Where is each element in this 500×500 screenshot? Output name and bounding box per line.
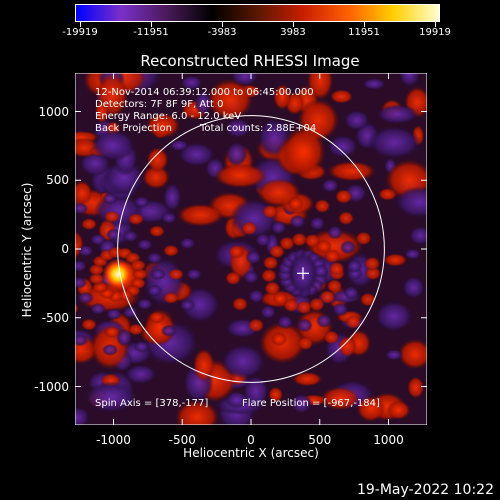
colorbar-tick xyxy=(293,22,294,27)
x-tick-label: -1000 xyxy=(96,433,131,447)
colorbar-tick xyxy=(435,22,436,27)
x-tick-label: 500 xyxy=(308,433,332,447)
colorbar-tick-label: -11951 xyxy=(133,27,169,38)
time-range-label: 12-Nov-2014 06:39:12.000 to 06:45:00.000 xyxy=(95,87,314,98)
flare-position-label: Flare Position = [-967,-184] xyxy=(242,398,380,409)
method-label: Back Projection xyxy=(95,123,172,134)
y-tick-label: -1000 xyxy=(34,379,69,394)
image-title: Reconstructed RHESSI Image xyxy=(140,52,360,70)
x-tick-label: -500 xyxy=(168,433,196,447)
axis-tick-marks xyxy=(75,73,427,425)
total-counts-label: Total counts: 2.88E+04 xyxy=(200,123,317,134)
colorbar-tick-label: 19919 xyxy=(419,27,451,38)
colorbar-tick-label: 3983 xyxy=(280,27,306,38)
rhessi-image-plot xyxy=(75,73,427,425)
spin-axis-label: Spin Axis = [378,-177] xyxy=(95,398,209,409)
colorbar-tick xyxy=(222,22,223,27)
y-tick-label: 1000 xyxy=(38,104,69,119)
image-pattern xyxy=(75,73,427,425)
colorbar-tick xyxy=(151,22,152,27)
colorbar-tick-label: -3983 xyxy=(207,27,237,38)
energy-range-label: Energy Range: 6.0 - 12.0 keV xyxy=(95,111,242,122)
colorbar-tick-label: 11951 xyxy=(348,27,380,38)
colorbar-tick xyxy=(364,22,365,27)
detectors-label: Detectors: 7F 8F 9F, Att 0 xyxy=(95,99,224,110)
colorbar-tick-label: -19919 xyxy=(62,27,98,38)
colorbar xyxy=(75,4,440,22)
x-tick-label: 0 xyxy=(247,433,255,447)
solar-limb-circle xyxy=(117,115,385,383)
y-tick-label: 500 xyxy=(46,173,69,188)
y-tick-label: 0 xyxy=(61,242,69,256)
x-axis-label: Heliocentric X (arcsec) xyxy=(183,446,319,460)
footer-date: 19-May-2022 10:22 xyxy=(356,482,494,498)
spin-axis-marker xyxy=(296,267,309,280)
y-tick-label: -500 xyxy=(41,310,69,325)
y-axis-label: Heliocentric Y (arcsec) xyxy=(20,182,34,318)
colorbar-tick xyxy=(80,22,81,27)
x-tick-label: 1000 xyxy=(373,433,404,447)
